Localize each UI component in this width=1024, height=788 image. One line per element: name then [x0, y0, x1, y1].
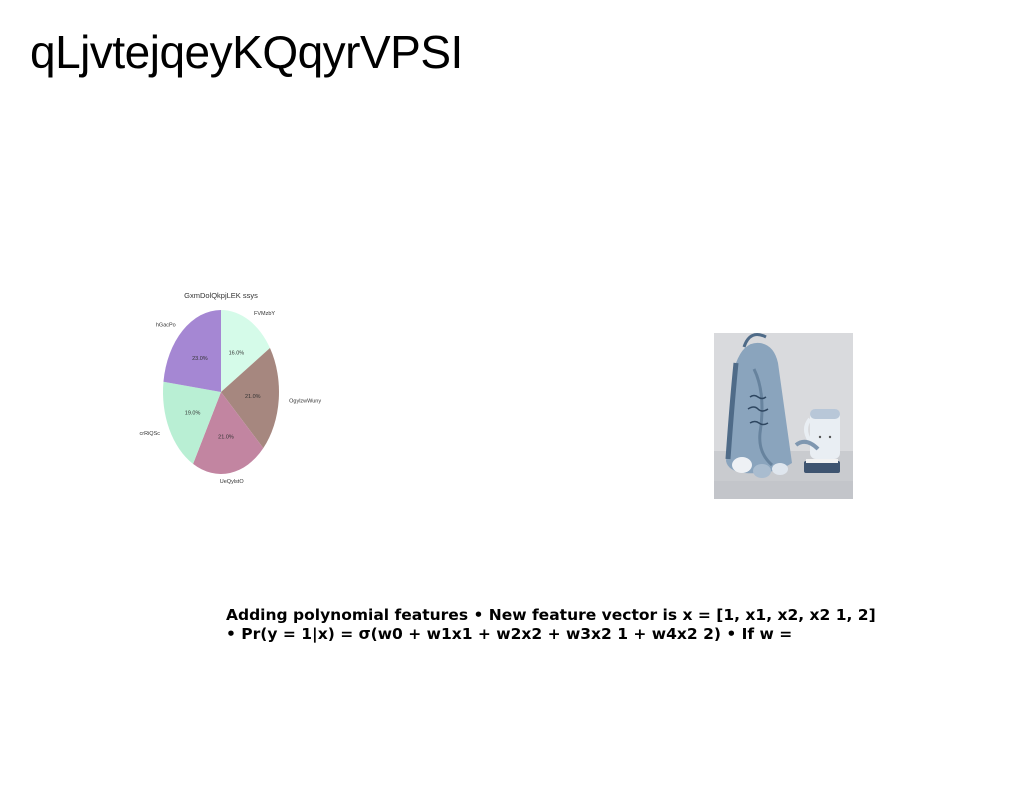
slide-body-text: Adding polynomial features • New feature…	[226, 606, 876, 643]
pie-value-label: 19.0%	[185, 410, 201, 416]
pie-value-label: 16.0%	[229, 350, 245, 356]
pie-slice-crRiQSc	[163, 381, 221, 464]
pie-chart: GxmDolQkpjLEK ssys 16.0% FVMzbY 21.0% Ogylz…	[130, 285, 330, 490]
pie-slice-hGacPo	[163, 310, 221, 392]
pie-slice-UeQylstO	[193, 392, 264, 474]
pie-category-label: hGacPo	[156, 322, 176, 328]
pie-category-label: crRiQSc	[140, 431, 161, 437]
pie-labels: 16.0% FVMzbY 21.0% OgylzwWuny 21.0% UeQylstO 1…	[140, 311, 322, 485]
photo-image	[714, 333, 853, 499]
pie-category-label: FVMzbY	[254, 311, 275, 317]
pie-category-label: UeQylstO	[220, 479, 245, 485]
chart-title: GxmDolQkpjLEK ssys	[184, 291, 258, 300]
pie-value-label: 21.0%	[218, 435, 234, 441]
photo-tote-bag-mug	[714, 333, 853, 499]
pie-chart-svg: GxmDolQkpjLEK ssys 16.0% FVMzbY 21.0% Ogylz…	[140, 291, 322, 485]
pie-slice-OgylzwWuny	[221, 348, 279, 449]
pie-value-label: 21.0%	[245, 394, 261, 400]
pie-category-label: OgylzwWuny	[289, 398, 321, 404]
pie-value-label: 23.0%	[192, 356, 208, 362]
slide-title: qLjvtejqeyKQqyrVPSI	[30, 26, 463, 78]
pie-slice-FVMzbY	[221, 310, 270, 392]
pie-slices	[163, 310, 279, 474]
